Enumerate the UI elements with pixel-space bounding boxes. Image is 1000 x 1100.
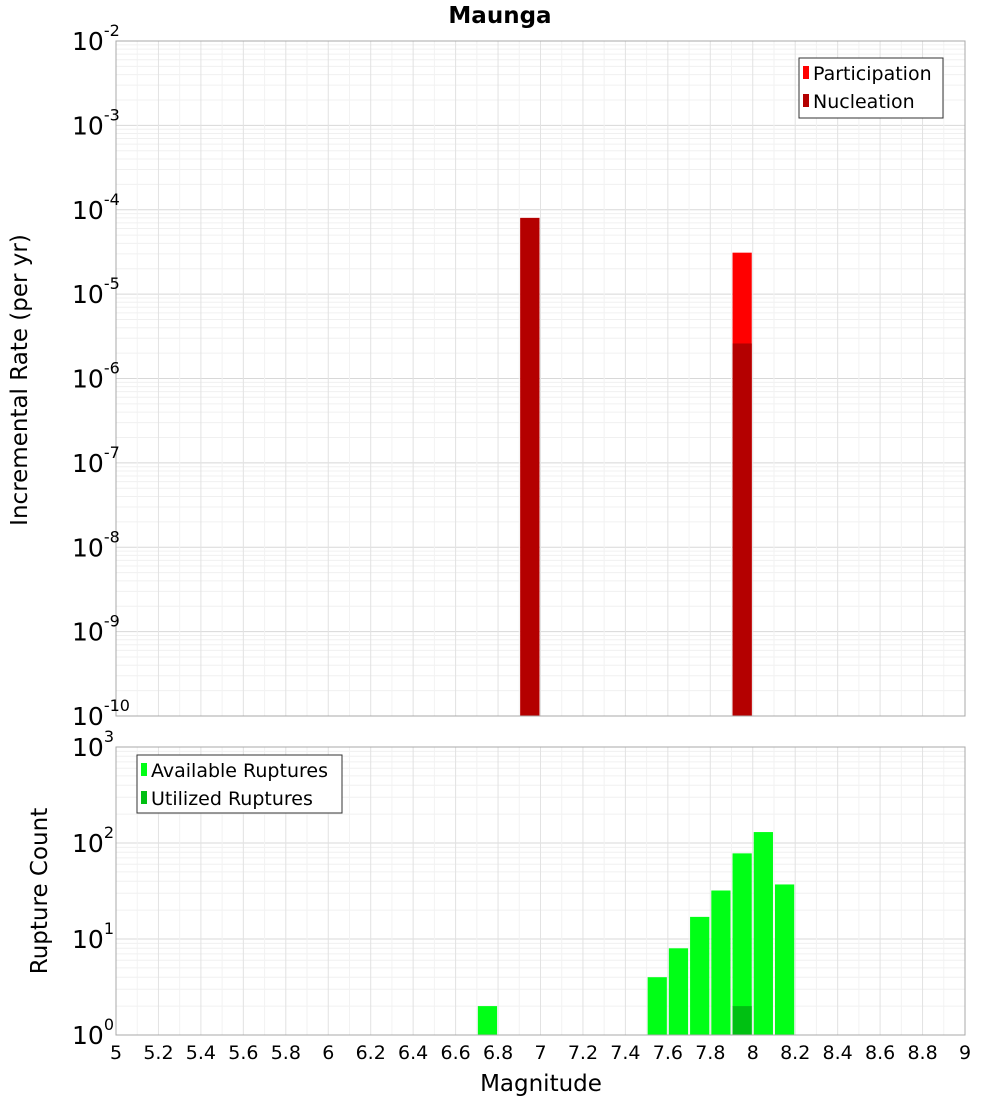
legend-swatch	[803, 94, 809, 107]
y-tick-label: 10-3	[72, 105, 120, 140]
bottom-y-axis-label: Rupture Count	[27, 808, 53, 974]
legend-swatch	[141, 763, 147, 776]
x-tick-label: 9	[959, 1042, 971, 1064]
y-tick-label: 10-10	[72, 696, 130, 731]
bar	[732, 1006, 752, 1035]
legend-box	[136, 754, 343, 814]
x-tick-label: 6.6	[440, 1042, 470, 1064]
y-tick-label: 101	[72, 919, 114, 954]
rate-plot: 10-2 10-3 10-4 10-5 10-6 10-7 10-8 10-9 10-10 Par…	[72, 21, 966, 731]
plot-frame	[115, 746, 966, 1036]
y-tick-label: 10-4	[72, 190, 120, 225]
y-tick-label: 103	[72, 727, 114, 762]
x-tick-label: 5.8	[271, 1042, 301, 1064]
legend-label: Participation	[813, 63, 932, 85]
y-tick-label: 10-8	[72, 527, 120, 562]
x-tick-label: 5.2	[143, 1042, 173, 1064]
bar	[520, 217, 540, 716]
chart-title: Maunga	[448, 3, 551, 29]
rupture-legend: Available Ruptures Utilized Ruptures	[136, 754, 343, 814]
bar	[753, 832, 773, 1035]
legend-swatch	[803, 66, 809, 79]
y-tick-label: 10-7	[72, 443, 120, 478]
bar	[668, 948, 689, 1035]
x-tick-label: 7.4	[610, 1042, 640, 1064]
legend-label: Nucleation	[813, 91, 915, 113]
top-y-axis-label: Incremental Rate (per yr)	[7, 234, 33, 526]
x-tick-label: 7.6	[653, 1042, 683, 1064]
y-tick-label: 102	[72, 823, 114, 858]
x-tick-label: 7.2	[568, 1042, 598, 1064]
x-tick-label: 6.4	[398, 1042, 428, 1064]
bar	[732, 853, 752, 1035]
legend-label: Utilized Ruptures	[151, 788, 313, 810]
x-tick-label: 5.6	[228, 1042, 258, 1064]
plot-frame	[115, 40, 966, 717]
bar	[732, 343, 752, 716]
y-tick-label: 10-6	[72, 359, 120, 394]
x-tick-label: 8.2	[780, 1042, 810, 1064]
x-tick-label: 6.2	[356, 1042, 386, 1064]
x-tick-label: 8.6	[865, 1042, 895, 1064]
legend-swatch	[141, 791, 147, 804]
x-tick-label: 7.8	[695, 1042, 725, 1064]
x-tick-label: 8	[747, 1042, 759, 1064]
bar	[477, 1006, 498, 1035]
x-tick-label: 7	[534, 1042, 546, 1064]
y-tick-label: 100	[72, 1015, 114, 1050]
bar	[711, 890, 731, 1035]
y-tick-label: 10-5	[72, 274, 120, 309]
bar	[690, 916, 710, 1035]
x-tick-label: 5	[110, 1042, 122, 1064]
x-tick-label: 6	[322, 1042, 334, 1064]
x-tick-label: 5.4	[186, 1042, 216, 1064]
rate-legend: Participation Nucleation	[798, 57, 944, 119]
y-tick-label: 10-2	[72, 21, 120, 56]
y-tick-label: 10-9	[72, 612, 120, 647]
bar	[647, 977, 667, 1035]
legend-box	[798, 57, 944, 119]
x-tick-label: 8.8	[907, 1042, 937, 1064]
x-axis-label: Magnitude	[480, 1071, 602, 1097]
x-tick-label: 8.4	[823, 1042, 853, 1064]
bar	[774, 884, 795, 1035]
x-tick-label: 6.8	[483, 1042, 513, 1064]
legend-label: Available Ruptures	[151, 760, 328, 782]
